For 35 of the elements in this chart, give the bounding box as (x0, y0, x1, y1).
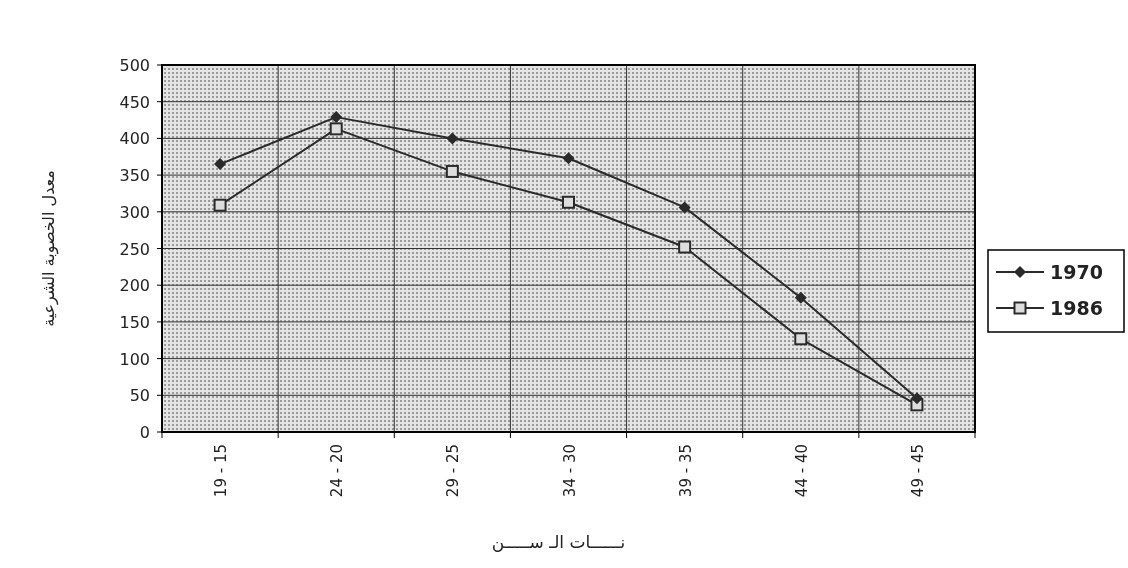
y-tick-label: 400 (119, 129, 150, 149)
legend-label: 1986 (1050, 297, 1103, 319)
y-tick-label: 0 (139, 423, 150, 442)
y-tick-label: 500 (119, 56, 150, 75)
x-tick-label: 39 - 35 (676, 444, 695, 498)
y-tick-label: 50 (129, 386, 150, 406)
point (562, 152, 575, 165)
point (678, 240, 692, 254)
x-tick-label: 49 - 45 (908, 444, 927, 498)
y-axis-title: معدل الخصوبة الشرعية (39, 170, 59, 327)
point (678, 201, 691, 214)
point (213, 198, 227, 212)
y-tick-label: 150 (119, 312, 150, 332)
y-tick-label: 250 (119, 239, 150, 259)
y-tick-label: 100 (119, 349, 150, 369)
y-tick-label: 450 (119, 92, 150, 112)
point (562, 195, 575, 209)
x-tick-label: 34 - 30 (560, 444, 579, 498)
x-tick-label: 29 - 25 (444, 444, 463, 498)
y-tick-label: 300 (119, 202, 150, 222)
x-axis-title: نــــــات الـ ســـــن (491, 532, 626, 552)
x-tick-label: 44 - 40 (792, 444, 811, 498)
legend-label: 1970 (1050, 261, 1103, 283)
point (910, 392, 923, 405)
point (329, 122, 343, 136)
x-tick-label: 24 - 20 (328, 444, 347, 498)
point (446, 132, 459, 145)
point (214, 158, 227, 171)
point (330, 111, 343, 124)
point (794, 332, 808, 346)
point (794, 291, 807, 304)
y-tick-label: 200 (119, 276, 150, 296)
x-tick-label: 19 - 15 (212, 444, 231, 498)
y-tick-label: 350 (119, 166, 150, 186)
point (445, 164, 459, 178)
